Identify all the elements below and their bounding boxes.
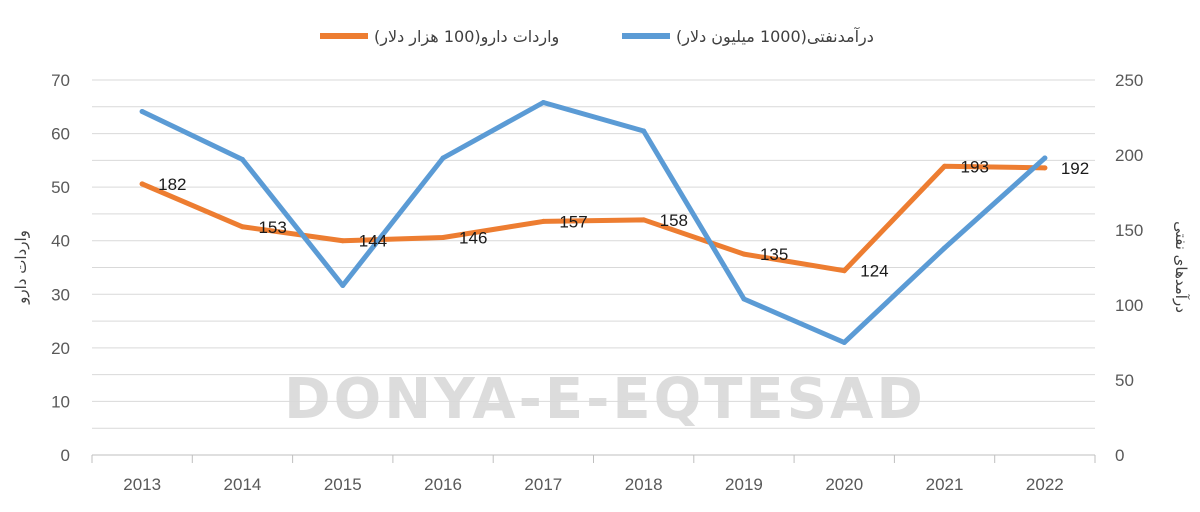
drug-imports-point	[641, 217, 647, 223]
legend-label-oil-revenue: درآمدنفتی(1000 میلیون دلار)	[676, 27, 874, 47]
x-tick-label: 2015	[324, 475, 362, 494]
x-tick-label: 2017	[524, 475, 562, 494]
data-label: 182	[158, 175, 186, 194]
oil-revenue-point	[139, 109, 145, 114]
y2-tick-label: 50	[1115, 371, 1134, 390]
data-label: 192	[1061, 159, 1089, 178]
oil-revenue-point	[1042, 155, 1048, 161]
data-label: 158	[660, 211, 688, 230]
watermark-text: DONYA-E-EQTESAD	[284, 367, 926, 432]
oil-revenue-point	[841, 340, 847, 345]
oil-revenue-point	[641, 128, 647, 134]
x-tick-label: 2014	[224, 475, 262, 494]
legend: واردات دارو(100 هزار دلار) درآمدنفتی(100…	[320, 27, 874, 47]
watermark: DONYA-E-EQTESAD	[284, 367, 926, 432]
drug-imports-point	[340, 238, 346, 244]
x-tick-label: 2013	[123, 475, 161, 494]
data-labels: 182 153 144 146 157 158 135 124 193 192	[158, 157, 1089, 280]
drug-imports-point	[1042, 165, 1048, 171]
oil-revenue-point	[540, 100, 546, 105]
x-tick-label: 2022	[1026, 475, 1064, 494]
y2-tick-label: 200	[1115, 146, 1143, 165]
drug-imports-point	[741, 251, 747, 257]
data-label: 135	[760, 245, 788, 264]
oil-revenue-line	[139, 100, 1048, 345]
axes: 2013 2014 2015 2016 2017 2018 2019 2020 2021 2022…	[51, 71, 1143, 494]
gridlines	[92, 79, 1095, 456]
legend-label-drug-imports: واردات دارو(100 هزار دلار)	[374, 27, 559, 47]
oil-revenue-point	[942, 245, 948, 251]
data-label: 157	[559, 212, 587, 231]
x-tick-label: 2021	[926, 475, 964, 494]
y-tick-label: 60	[51, 125, 70, 144]
oil-revenue-point	[340, 283, 346, 288]
y-tick-label: 50	[51, 178, 70, 197]
y-axis-title: واردات دارو	[12, 230, 30, 305]
y-tick-label: 0	[61, 446, 70, 465]
x-tick-label: 2016	[424, 475, 462, 494]
drug-imports-point	[841, 268, 847, 274]
y-tick-label: 10	[51, 392, 70, 411]
y-tick-label: 70	[51, 71, 70, 90]
data-label: 193	[961, 157, 989, 176]
data-label: 124	[860, 262, 888, 281]
y2-axis-title: درآمدهای نفتی	[1172, 221, 1190, 313]
oil-revenue-point	[741, 296, 747, 302]
drug-imports-point	[540, 218, 546, 224]
y-tick-label: 20	[51, 339, 70, 358]
drug-imports-point	[942, 163, 948, 169]
y-tick-label: 30	[51, 285, 70, 304]
drug-imports-point	[239, 224, 245, 230]
data-label: 144	[359, 232, 387, 251]
drug-imports-line	[139, 163, 1048, 274]
y-tick-label: 40	[51, 232, 70, 251]
x-tick-label: 2019	[725, 475, 763, 494]
drug-imports-point	[139, 181, 145, 187]
oil-revenue-point	[440, 155, 446, 161]
series-lines	[139, 100, 1048, 345]
data-label: 153	[258, 218, 286, 237]
x-tick-label: 2020	[825, 475, 863, 494]
y2-tick-label: 100	[1115, 296, 1143, 315]
y2-tick-label: 0	[1115, 446, 1124, 465]
oil-revenue-point	[239, 157, 245, 162]
drug-imports-point	[440, 235, 446, 240]
data-label: 146	[459, 229, 487, 248]
y2-tick-label: 250	[1115, 71, 1143, 90]
y2-tick-label: 150	[1115, 221, 1143, 240]
x-tick-label: 2018	[625, 475, 663, 494]
